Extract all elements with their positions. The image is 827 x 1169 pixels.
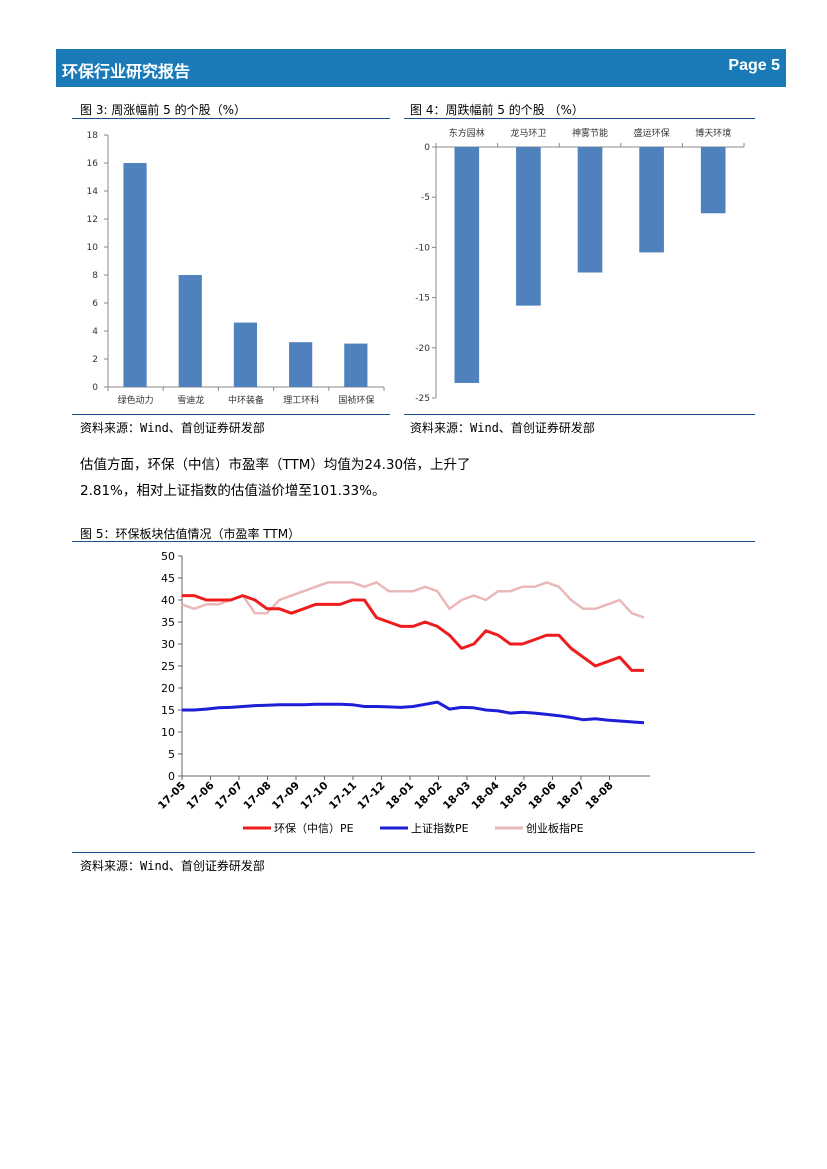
fig5-x-tick-label: 18-08 (583, 780, 615, 812)
fig3-caption: 图 3: 周涨幅前 5 的个股（%） (80, 103, 246, 117)
fig5-x-tick-label: 17-11 (327, 780, 359, 812)
fig4-y-tick-label: -10 (415, 243, 430, 253)
fig5-legend-label: 上证指数PE (411, 821, 469, 835)
fig5-legend-label: 创业板指PE (526, 821, 584, 835)
fig5-x-tick-label: 18-02 (412, 780, 444, 812)
fig3-y-tick-label: 12 (87, 215, 98, 225)
fig3-bar (344, 343, 368, 387)
fig5-x-tick-label: 18-06 (526, 780, 558, 812)
fig5-x-tick-label: 18-03 (441, 780, 473, 812)
fig5-x-tick-label: 17-08 (241, 780, 273, 812)
fig3-source: 资料来源：Wind、首创证券研发部 (80, 421, 265, 435)
fig4-caption: 图 4：周跌幅前 5 的个股 （%） (410, 103, 584, 117)
fig4-category-label: 博天环境 (695, 127, 731, 139)
fig4-category-label: 盛运环保 (634, 127, 670, 139)
paragraph-line-1: 估值方面，环保（中信）市盈率（TTM）均值为24.30倍，上升了 (80, 457, 471, 473)
fig5-x-tick-label: 17-09 (270, 780, 302, 812)
fig3-category-label: 理工环科 (283, 394, 319, 406)
fig4-category-label: 龙马环卫 (510, 127, 546, 139)
fig5-source: 资料来源：Wind、首创证券研发部 (80, 859, 265, 873)
fig4-y-tick-label: -25 (415, 394, 430, 404)
fig4-bottom-rule (404, 414, 755, 415)
fig3-bar (289, 342, 313, 387)
fig4-bar (639, 147, 664, 253)
fig5-y-tick-label: 20 (161, 682, 175, 695)
fig5-y-tick-label: 0 (168, 770, 175, 783)
fig5-y-tick-label: 15 (161, 704, 175, 717)
fig4-y-tick-label: -20 (415, 344, 430, 354)
fig3-y-tick-label: 2 (92, 355, 98, 365)
fig5-x-tick-label: 18-01 (384, 780, 416, 812)
fig5-x-tick-label: 18-07 (555, 780, 587, 812)
fig5-y-tick-label: 50 (161, 550, 175, 563)
fig4-category-label: 神雾节能 (572, 127, 608, 139)
fig3-bar (178, 275, 202, 387)
fig3-top-rule (72, 118, 390, 119)
fig3-y-tick-label: 8 (92, 271, 98, 281)
fig4-bar-chart: 0 -5 -10 -15 -20 -25 东方园林 龙马环卫 神雾节能 盛运环保 博天环境 (415, 127, 745, 404)
fig3-bar-chart: 0 2 4 6 8 10 12 14 16 18 绿色动力 雪迪龙 中环装备 理工环科 国祯环保 (87, 131, 385, 406)
fig5-series-line-0 (182, 594, 644, 672)
fig4-bar (516, 147, 541, 306)
fig5-series-line-1 (182, 700, 645, 725)
page-number: Page 5 (728, 57, 780, 74)
fig5-x-tick-label: 18-04 (469, 780, 501, 812)
fig3-y-tick-label: 0 (92, 383, 98, 393)
fig5-legend-label: 环保（中信）PE (274, 821, 354, 835)
fig3-category-label: 中环装备 (228, 394, 264, 406)
fig5-x-tick-label: 17-10 (298, 780, 330, 812)
fig4-y-tick-label: -5 (421, 193, 430, 203)
fig5-top-rule (72, 541, 755, 542)
fig3-y-tick-label: 16 (87, 159, 99, 169)
fig3-category-label: 绿色动力 (118, 394, 154, 406)
fig5-x-tick-label: 18-05 (498, 780, 530, 812)
report-title: 环保行业研究报告 (62, 62, 191, 81)
fig5-caption: 图 5：环保板块估值情况（市盈率 TTM） (80, 527, 301, 541)
fig3-bottom-rule (72, 414, 390, 415)
fig5-y-tick-label: 35 (161, 616, 175, 629)
fig4-bar (700, 147, 726, 214)
fig5-y-tick-label: 10 (161, 726, 175, 739)
valuation-paragraph: 估值方面，环保（中信）市盈率（TTM）均值为24.30倍，上升了 2.81%，相… (80, 452, 640, 504)
fig5-y-tick-label: 30 (161, 638, 175, 651)
fig5-x-tick-label: 17-07 (213, 780, 245, 812)
fig5-series-line-2 (181, 581, 645, 619)
fig3-y-tick-label: 14 (87, 187, 99, 197)
fig5-x-tick-label: 17-06 (184, 780, 216, 812)
fig4-source: 资料来源：Wind、首创证券研发部 (410, 421, 595, 435)
fig5-y-tick-label: 5 (168, 748, 175, 761)
fig3-category-label: 国祯环保 (338, 394, 374, 406)
fig5-bottom-rule (72, 852, 755, 853)
fig4-y-tick-label: 0 (424, 143, 430, 153)
fig3-category-label: 雪迪龙 (177, 394, 204, 406)
fig5-x-tick-label: 17-05 (156, 780, 188, 812)
fig5-x-tick-label: 17-12 (355, 780, 387, 812)
fig5-y-tick-label: 25 (161, 660, 175, 673)
fig3-y-tick-label: 10 (87, 243, 99, 253)
paragraph-line-2: 2.81%，相对上证指数的估值溢价增至101.33%。 (80, 483, 386, 499)
fig4-y-tick-label: -15 (415, 294, 430, 304)
fig4-category-label: 东方园林 (449, 127, 485, 139)
fig3-y-tick-label: 18 (87, 131, 99, 141)
header-banner: 环保行业研究报告 Page 5 (56, 49, 786, 87)
fig5-y-tick-label: 40 (161, 594, 175, 607)
fig4-top-rule (404, 118, 755, 119)
fig3-bar (233, 322, 258, 387)
fig3-bar (123, 163, 147, 387)
fig3-y-tick-label: 4 (92, 327, 98, 337)
fig5-y-tick-label: 45 (161, 572, 175, 585)
fig3-y-tick-label: 6 (92, 299, 98, 309)
fig5-line-chart: 0 5 10 15 20 25 30 35 40 45 50 17-0517-0617-0717-08… (156, 550, 650, 835)
fig4-bar (454, 147, 480, 383)
fig4-bar (577, 147, 603, 273)
